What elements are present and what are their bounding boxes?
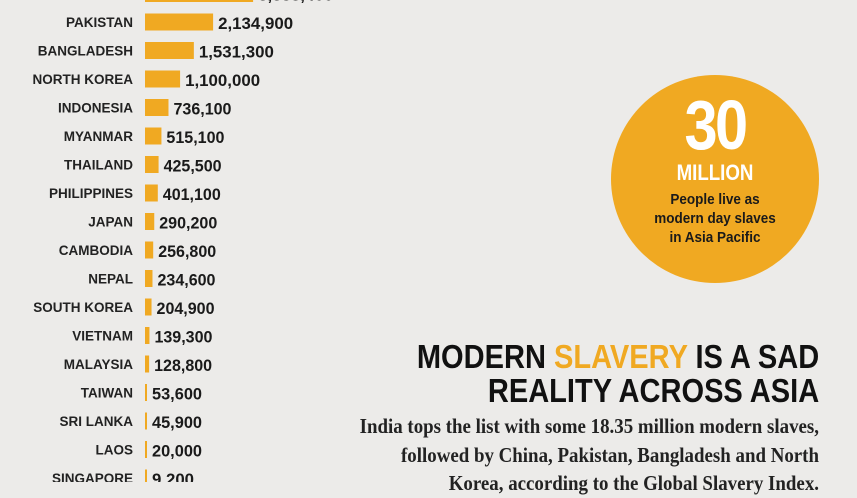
category-label: SRI LANKA [60,414,134,429]
bar [145,13,214,31]
headline-text: MODERN [416,338,554,375]
value-label: 290,200 [159,214,217,233]
callout-line: in Asia Pacific [669,229,761,246]
value-label: 234,600 [157,271,215,290]
category-label: THAILAND [64,158,133,173]
bar [145,0,254,2]
category-label: VIETNAM [72,329,133,344]
bar [145,270,153,287]
body-line: India tops the list with some 18.35 mill… [359,414,819,438]
body-text: India tops the list with some 18.35 mill… [261,412,819,498]
value-label: 736,100 [173,100,231,119]
bar [145,184,158,202]
value-label: 45,900 [152,413,202,432]
value-label: 204,900 [157,299,215,318]
value-label: 20,000 [152,442,202,461]
bar [145,156,159,173]
category-label: PAKISTAN [66,15,133,30]
category-label: JAPAN [88,215,133,230]
headline-line2: REALITY ACROSS ASIA [487,372,819,409]
callout-number: 30 [684,86,748,164]
body-line: followed by China, Pakistan, Bangladesh … [400,442,819,467]
bar-chart: CHINA 3,388,400 PAKISTAN 2,134,900 BANGLADES… [33,0,333,482]
value-label: 139,300 [154,328,212,347]
value-label: 1,100,000 [185,71,260,90]
category-label: PHILIPPINES [49,186,133,201]
value-label: 256,800 [158,242,216,261]
bar [145,241,154,259]
category-label: MYANMAR [64,129,134,144]
category-label: NEPAL [88,272,133,287]
callout-text: People live as modern day slaves in Asia… [630,190,799,247]
bar [145,70,181,88]
bar [145,355,150,373]
bar [145,384,147,401]
value-label: 128,800 [154,356,212,375]
value-label: 425,500 [164,157,222,176]
category-label: TAIWAN [81,386,133,401]
category-label: SINGAPORE [52,471,133,482]
value-label: 3,388,400 [258,0,333,5]
bar [145,42,194,59]
bar [145,99,169,116]
category-label: MALAYSIA [64,357,134,372]
category-label: BANGLADESH [38,44,133,59]
category-label: LAOS [95,443,133,458]
callout-unit: MILLION [676,160,754,185]
value-label: 53,600 [152,385,202,404]
value-label: 2,134,900 [218,14,293,33]
category-label: CAMBODIA [59,243,133,258]
category-label: INDONESIA [58,101,133,116]
category-label: NORTH KOREA [33,72,134,87]
body-line: Korea, according to the Global Slavery I… [448,471,819,495]
bar [145,327,150,344]
headline: MODERN SLAVERY IS A SAD REALITY ACROSS A… [417,340,819,408]
category-label: SOUTH KOREA [33,300,133,315]
bar [145,441,147,458]
bar [145,412,147,430]
headline-highlight: SLAVERY [553,338,688,375]
bar [145,213,155,230]
callout-circle: 30 MILLION People live as modern day sla… [611,75,819,283]
callout-line: modern day slaves [654,210,776,227]
value-label: 401,100 [163,185,221,204]
bar [145,469,147,482]
category-label: CHINA [90,0,133,2]
bar [145,298,152,316]
value-label: 1,531,300 [199,43,274,62]
callout-line: People live as [670,191,760,208]
bar [145,127,162,145]
value-label: 515,100 [166,128,224,147]
value-label: 9,200 [152,470,194,482]
headline-text: IS A SAD [687,338,819,375]
